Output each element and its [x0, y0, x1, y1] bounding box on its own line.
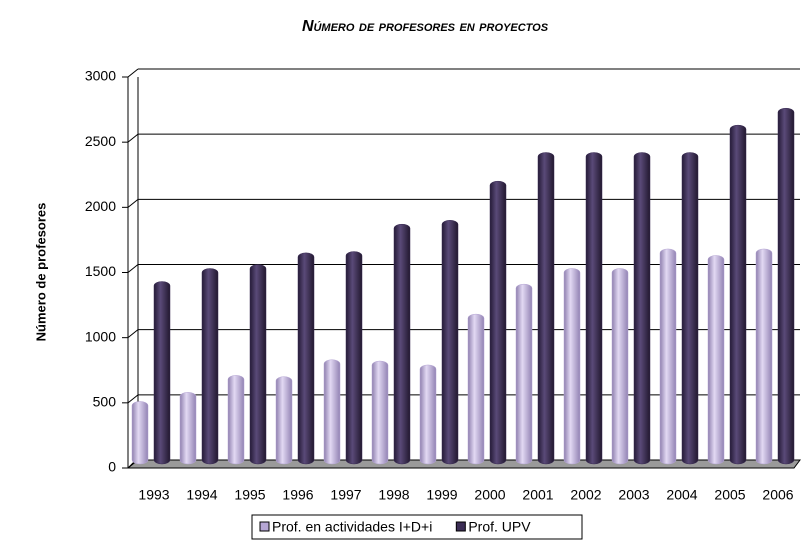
legend-label: Prof. en actividades I+D+i — [272, 519, 432, 535]
bar — [393, 223, 411, 465]
x-tick-label: 1994 — [186, 487, 217, 503]
grid-line — [127, 198, 139, 208]
y-axis-label: Número de profesores — [33, 203, 48, 342]
bar — [323, 359, 341, 465]
bar — [515, 283, 533, 465]
bar — [729, 124, 747, 465]
bar — [275, 376, 293, 465]
y-tick-label: 0 — [108, 459, 116, 475]
y-tick-label: 3000 — [85, 68, 116, 84]
x-tick-label: 1995 — [234, 487, 265, 503]
x-tick-label: 2001 — [522, 487, 553, 503]
grid-line — [127, 68, 139, 78]
bar — [755, 248, 773, 465]
y-tick-label: 1000 — [85, 328, 116, 344]
x-tick-label: 1999 — [426, 487, 457, 503]
bar — [297, 252, 315, 465]
bar — [419, 364, 437, 465]
x-tick-label: 1993 — [138, 487, 169, 503]
bar — [201, 268, 219, 465]
x-tick-label: 2004 — [666, 487, 697, 503]
bar — [371, 360, 389, 465]
legend-box — [251, 514, 583, 540]
grid-line — [127, 133, 139, 143]
y-tick-label: 2000 — [85, 198, 116, 214]
grid-line — [127, 329, 139, 339]
legend-swatch — [259, 521, 270, 532]
y-tick-label: 500 — [93, 394, 117, 410]
x-tick-label: 1996 — [282, 487, 313, 503]
x-tick-label: 2000 — [474, 487, 505, 503]
bar — [681, 152, 699, 465]
bar — [585, 152, 603, 465]
x-tick-label: 2002 — [570, 487, 601, 503]
x-tick-label: 2005 — [714, 487, 745, 503]
x-tick-label: 1997 — [330, 487, 361, 503]
bar — [249, 264, 267, 465]
bar — [441, 220, 459, 465]
bar — [563, 268, 581, 465]
legend-label: Prof. UPV — [468, 519, 531, 535]
bar — [131, 401, 149, 465]
y-tick-label: 2500 — [85, 133, 116, 149]
x-tick-label: 1998 — [378, 487, 409, 503]
bar — [777, 107, 795, 465]
bar — [707, 255, 725, 465]
bar — [467, 313, 485, 465]
x-tick-label: 2003 — [618, 487, 649, 503]
bar — [153, 281, 171, 465]
grid-line — [127, 394, 139, 404]
bar — [633, 152, 651, 465]
bar — [179, 392, 197, 465]
bar — [611, 268, 629, 465]
bar — [537, 152, 555, 465]
bar — [489, 180, 507, 465]
x-tick-label: 2006 — [762, 487, 793, 503]
y-tick-label: 1500 — [85, 263, 116, 279]
bar — [227, 375, 245, 465]
chart-title: Número de profesores en proyectos — [302, 18, 549, 35]
bar — [345, 251, 363, 465]
grid-line — [127, 264, 139, 273]
bar — [659, 248, 677, 465]
legend-swatch — [455, 521, 466, 532]
